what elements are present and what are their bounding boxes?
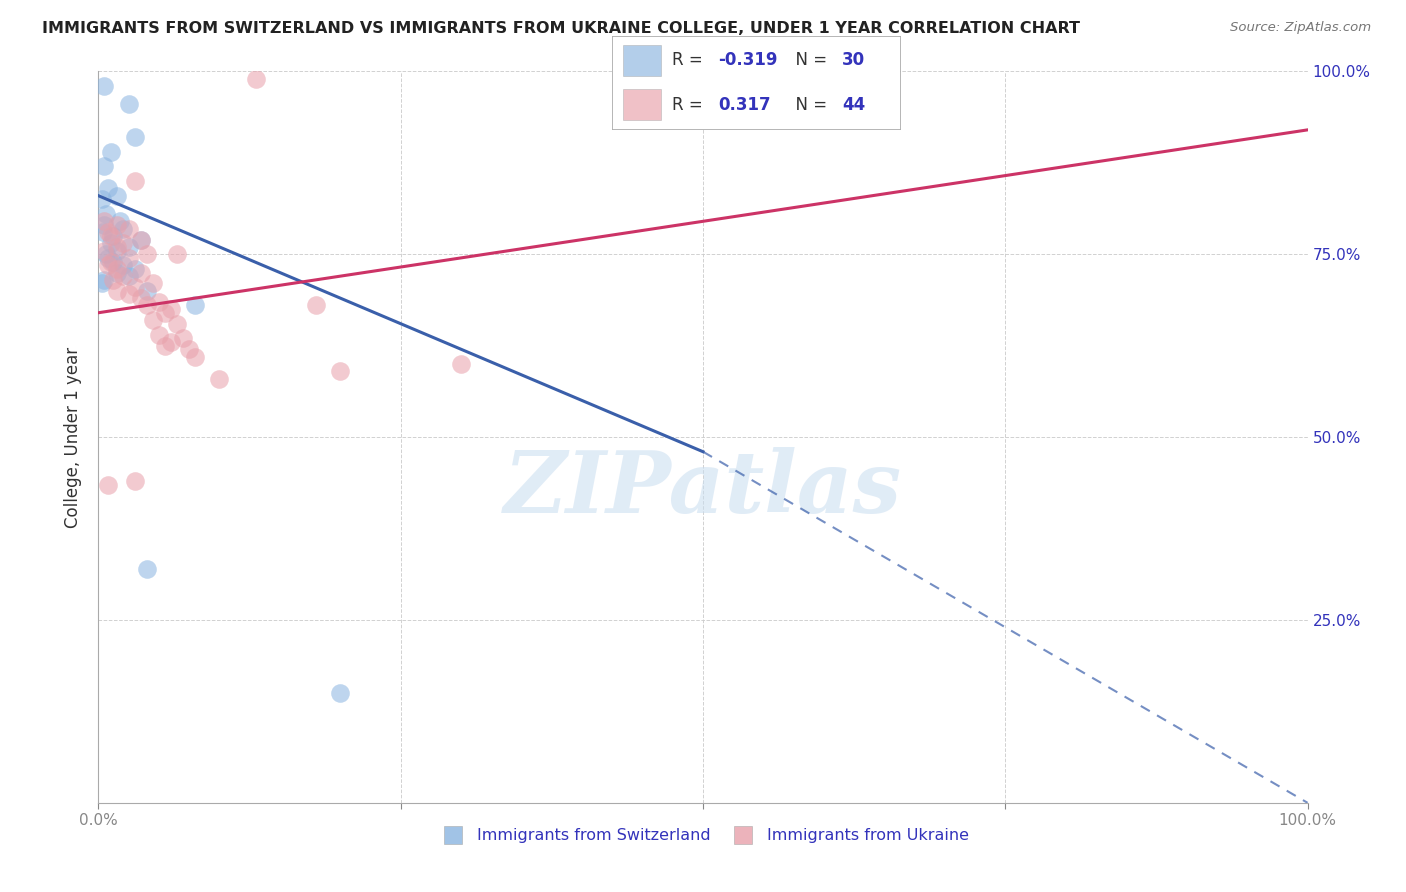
Point	[129, 233, 152, 247]
Text: 0.317: 0.317	[718, 95, 770, 113]
Point	[93, 273, 115, 287]
Point	[450, 357, 472, 371]
Point	[118, 287, 141, 301]
Point	[91, 192, 114, 206]
Point	[105, 188, 128, 202]
Point	[105, 218, 128, 232]
Point	[166, 247, 188, 261]
Point	[101, 273, 124, 287]
Point	[148, 294, 170, 309]
Point	[135, 284, 157, 298]
Text: ZIPatlas: ZIPatlas	[503, 447, 903, 530]
Point	[94, 247, 117, 261]
Point	[105, 240, 128, 254]
Point	[184, 350, 207, 364]
Point	[101, 254, 124, 268]
Point	[124, 261, 146, 276]
Point	[160, 334, 183, 349]
Point	[97, 181, 120, 195]
Point	[124, 130, 146, 145]
Point	[97, 477, 120, 491]
Point	[245, 71, 267, 86]
Point	[129, 266, 152, 280]
Text: N =: N =	[785, 95, 832, 113]
Point	[100, 236, 122, 251]
Point	[97, 225, 120, 239]
Text: -0.319: -0.319	[718, 52, 778, 70]
Text: Source: ZipAtlas.com: Source: ZipAtlas.com	[1230, 21, 1371, 34]
Point	[172, 331, 194, 345]
Legend: Immigrants from Switzerland, Immigrants from Ukraine: Immigrants from Switzerland, Immigrants …	[430, 822, 976, 850]
Point	[93, 214, 115, 228]
Point	[208, 371, 231, 385]
Point	[108, 214, 131, 228]
Point	[93, 78, 115, 93]
Point	[91, 225, 114, 239]
Y-axis label: College, Under 1 year: College, Under 1 year	[65, 346, 83, 528]
Point	[93, 218, 115, 232]
Point	[105, 261, 128, 276]
Point	[305, 298, 328, 312]
Point	[179, 343, 201, 357]
Text: IMMIGRANTS FROM SWITZERLAND VS IMMIGRANTS FROM UKRAINE COLLEGE, UNDER 1 YEAR COR: IMMIGRANTS FROM SWITZERLAND VS IMMIGRANT…	[42, 21, 1080, 36]
Text: R =: R =	[672, 52, 709, 70]
Point	[105, 244, 128, 258]
Point	[118, 221, 141, 235]
Text: R =: R =	[672, 95, 713, 113]
Point	[118, 269, 141, 284]
Point	[111, 236, 134, 251]
Point	[166, 317, 188, 331]
Point	[142, 313, 165, 327]
Point	[101, 228, 124, 243]
Point	[124, 174, 146, 188]
Point	[135, 247, 157, 261]
Point	[129, 233, 152, 247]
Text: 30: 30	[842, 52, 865, 70]
Point	[94, 207, 117, 221]
Point	[100, 254, 122, 268]
Point	[692, 71, 714, 86]
Point	[129, 291, 152, 305]
Text: N =: N =	[785, 52, 832, 70]
Bar	[623, 45, 661, 76]
Point	[105, 284, 128, 298]
Point	[111, 258, 134, 272]
Point	[97, 258, 120, 272]
Point	[153, 306, 176, 320]
Point	[153, 338, 176, 352]
Point	[111, 269, 134, 284]
Point	[118, 251, 141, 265]
Point	[111, 221, 134, 235]
Point	[124, 280, 146, 294]
Text: 44: 44	[842, 95, 866, 113]
Point	[160, 301, 183, 317]
Point	[93, 244, 115, 258]
Point	[124, 474, 146, 488]
Bar	[623, 89, 661, 120]
Point	[135, 562, 157, 576]
Point	[118, 240, 141, 254]
Point	[100, 228, 122, 243]
Point	[97, 251, 120, 265]
Point	[184, 298, 207, 312]
Point	[91, 277, 114, 291]
Point	[118, 97, 141, 112]
Point	[329, 364, 352, 378]
Point	[93, 160, 115, 174]
Point	[135, 298, 157, 312]
Point	[100, 145, 122, 159]
Point	[148, 327, 170, 342]
Point	[329, 686, 352, 700]
Point	[105, 266, 128, 280]
Point	[142, 277, 165, 291]
